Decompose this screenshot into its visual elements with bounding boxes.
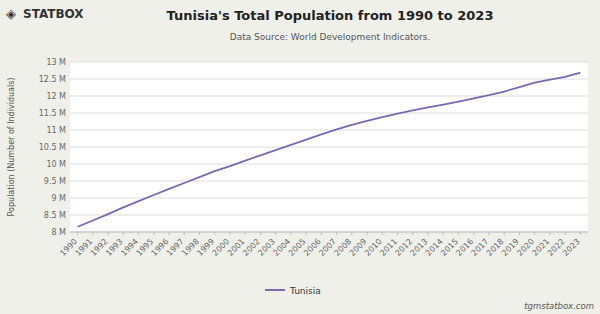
x-tick (504, 232, 505, 235)
plot-area (78, 73, 581, 227)
x-tick (443, 232, 444, 235)
y-tick-label: 12 M (46, 92, 66, 101)
y-tick-label: 8.5 M (44, 211, 66, 220)
x-tick (580, 232, 581, 235)
x-tick (351, 232, 352, 235)
x-tick (336, 232, 337, 235)
x-tick (428, 232, 429, 235)
grid-line (70, 164, 588, 165)
x-tick (275, 232, 276, 235)
footer: tgmstatbox.com (524, 301, 594, 311)
x-tick (123, 232, 124, 235)
x-tick (565, 232, 566, 235)
x-tick (184, 232, 185, 235)
grid-line (70, 130, 588, 131)
legend-label: Tunisia (289, 286, 321, 296)
grid-line (70, 62, 588, 63)
y-tick-label: 10 M (46, 160, 66, 169)
x-tick (169, 232, 170, 235)
y-tick-label: 9 M (51, 194, 66, 203)
x-tick (138, 232, 139, 235)
x-tick (488, 232, 489, 235)
plot-background (70, 62, 588, 232)
x-tick (458, 232, 459, 235)
x-tick (260, 232, 261, 235)
legend-swatch (265, 289, 285, 291)
x-tick-label: 2023 (561, 237, 582, 258)
x-tick (473, 232, 474, 235)
x-tick (92, 232, 93, 235)
x-tick (153, 232, 154, 235)
x-tick (412, 232, 413, 235)
y-tick-label: 12.5 M (39, 75, 66, 84)
x-tick (245, 232, 246, 235)
x-tick (321, 232, 322, 235)
x-tick (108, 232, 109, 235)
x-tick (382, 232, 383, 235)
title: Tunisia's Total Population from 1990 to … (167, 8, 494, 23)
logo-mark: ◈ (6, 6, 16, 21)
grid-line (70, 147, 588, 148)
grid-line (70, 96, 588, 97)
grid-line (70, 232, 588, 233)
chart: 8 M 8.5 M 9 M 9.5 M 10 M 10.5 M 11 M 11.5 M 12 M… (0, 0, 600, 314)
x-tick (229, 232, 230, 235)
grid-line (70, 181, 588, 182)
grid-line (70, 79, 588, 80)
y-tick-label: 9.5 M (44, 177, 66, 186)
x-tick (77, 232, 78, 235)
y-tick-label: 10.5 M (39, 143, 66, 152)
x-tick (534, 232, 535, 235)
grid-line (70, 215, 588, 216)
x-tick (367, 232, 368, 235)
x-tick (214, 232, 215, 235)
subtitle: Data Source: World Development Indicator… (230, 32, 431, 42)
x-tick (549, 232, 550, 235)
line (78, 73, 581, 227)
background (0, 0, 600, 314)
x-tick (397, 232, 398, 235)
x-axis-line (70, 232, 588, 233)
grid-line (70, 113, 588, 114)
logo-text: STATBOX (23, 7, 84, 21)
y-tick-label: 11 M (46, 126, 66, 135)
x-tick (306, 232, 307, 235)
x-tick (290, 232, 291, 235)
y-tick-label: 8 M (51, 228, 66, 237)
y-tick-label: 11.5 M (39, 109, 66, 118)
x-tick (519, 232, 520, 235)
x-tick (199, 232, 200, 235)
y-axis-label: Population (Number of Individuals) (7, 78, 16, 217)
y-tick-label: 13 M (46, 58, 66, 67)
